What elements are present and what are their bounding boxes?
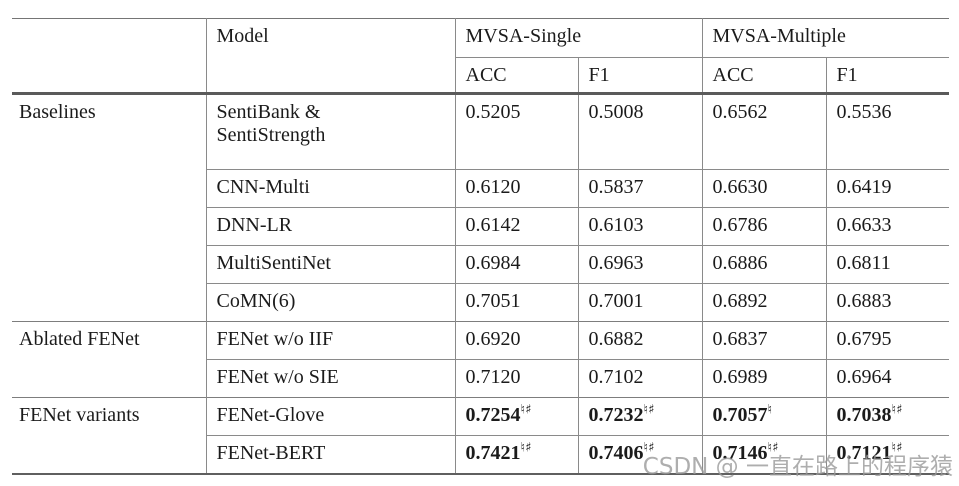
metric-cell: 0.6786 (701, 207, 827, 246)
table-row: FENet-BERT 0.7421♮♯ 0.7406♮♯ 0.7146♮♯ 0.… (12, 435, 950, 474)
significance-marker: ♮♯ (643, 402, 655, 418)
metric-cell: 0.6882 (577, 321, 703, 360)
group-cell-ablated: Ablated FENet (12, 321, 206, 398)
significance-marker: ♮♯ (891, 402, 903, 418)
metric-cell: 0.7254♮♯ (454, 397, 578, 436)
group-cell-baselines: Baselines (12, 93, 206, 322)
metric-cell: 0.5536 (825, 93, 950, 170)
metric-cell: 0.7121♮♯ (825, 435, 950, 474)
model-cell: FENet w/o SIE (205, 359, 455, 398)
metric-cell: 0.6837 (701, 321, 827, 360)
model-cell: FENet-BERT (205, 435, 455, 474)
metric-cell: 0.6963 (577, 245, 703, 284)
metric-cell: 0.7001 (577, 283, 703, 322)
results-table: Model MVSA-Single MVSA-Multiple ACC F1 A… (12, 18, 950, 475)
results-table-wrap: Model MVSA-Single MVSA-Multiple ACC F1 A… (12, 18, 950, 475)
col-header-f1-single: F1 (577, 57, 703, 95)
metric-cell: 0.6633 (825, 207, 950, 246)
metric-cell: 0.6419 (825, 169, 950, 208)
metric-cell: 0.7146♮♯ (701, 435, 827, 474)
metric-cell: 0.6811 (825, 245, 950, 284)
metric-cell: 0.7051 (454, 283, 578, 322)
metric-cell: 0.6920 (454, 321, 578, 360)
model-cell: SentiBank & SentiStrength (205, 93, 455, 170)
significance-marker: ♮♯ (520, 440, 532, 456)
table-row: Baselines SentiBank & SentiStrength 0.52… (12, 93, 950, 322)
model-cell: MultiSentiNet (205, 245, 455, 284)
metric-cell: 0.7102 (577, 359, 703, 398)
header-row-sub: ACC F1 ACC F1 (12, 57, 950, 95)
metric-cell: 0.7232♮♯ (577, 397, 703, 436)
group-cell-variants: FENet variants (12, 397, 206, 474)
col-header-mvsa-single: MVSA-Single (454, 18, 703, 58)
metric-cell: 0.6103 (577, 207, 703, 246)
metric-cell: 0.6883 (825, 283, 950, 322)
metric-cell: 0.5008 (577, 93, 703, 170)
model-cell: DNN-LR (205, 207, 455, 246)
significance-marker: ♮♯ (767, 440, 779, 456)
metric-cell: 0.6989 (701, 359, 827, 398)
metric-cell: 0.6120 (454, 169, 578, 208)
metric-cell: 0.7406♮♯ (577, 435, 703, 474)
table-row: FENet w/o SIE 0.7120 0.7102 0.6989 0.696… (12, 359, 950, 398)
metric-cell: 0.6630 (701, 169, 827, 208)
metric-cell: 0.6562 (701, 93, 827, 170)
metric-cell: 0.6984 (454, 245, 578, 284)
metric-cell: 0.7038♮♯ (825, 397, 950, 436)
col-header-f1-multiple: F1 (825, 57, 950, 95)
model-cell: FENet-Glove (205, 397, 455, 436)
col-header-acc-single: ACC (454, 57, 578, 95)
metric-cell: 0.6892 (701, 283, 827, 322)
metric-cell: 0.5205 (454, 93, 578, 170)
metric-cell: 0.6886 (701, 245, 827, 284)
significance-marker: ♮♯ (891, 440, 903, 456)
metric-cell: 0.5837 (577, 169, 703, 208)
significance-marker: ♮ (767, 402, 773, 418)
col-header-mvsa-multiple: MVSA-Multiple (701, 18, 950, 58)
metric-cell: 0.7421♮♯ (454, 435, 578, 474)
col-header-model: Model (205, 18, 455, 95)
table-row: FENet variants FENet-Glove 0.7254♮♯ 0.72… (12, 397, 950, 474)
metric-cell: 0.6964 (825, 359, 950, 398)
model-cell: FENet w/o IIF (205, 321, 455, 360)
table-row: CNN-Multi 0.6120 0.5837 0.6630 0.6419 (12, 169, 950, 208)
model-cell: CoMN(6) (205, 283, 455, 322)
significance-marker: ♮♯ (643, 440, 655, 456)
table-row: Ablated FENet FENet w/o IIF 0.6920 0.688… (12, 321, 950, 398)
table-row: CoMN(6) 0.7051 0.7001 0.6892 0.6883 (12, 283, 950, 322)
metric-cell: 0.6142 (454, 207, 578, 246)
table-row: MultiSentiNet 0.6984 0.6963 0.6886 0.681… (12, 245, 950, 284)
header-row-top: Model MVSA-Single MVSA-Multiple (12, 18, 950, 95)
corner-cell (12, 18, 206, 95)
metric-cell: 0.6795 (825, 321, 950, 360)
metric-cell: 0.7057♮ (701, 397, 827, 436)
significance-marker: ♮♯ (520, 402, 532, 418)
table-row: DNN-LR 0.6142 0.6103 0.6786 0.6633 (12, 207, 950, 246)
col-header-acc-multiple: ACC (701, 57, 827, 95)
model-cell: CNN-Multi (205, 169, 455, 208)
metric-cell: 0.7120 (454, 359, 578, 398)
